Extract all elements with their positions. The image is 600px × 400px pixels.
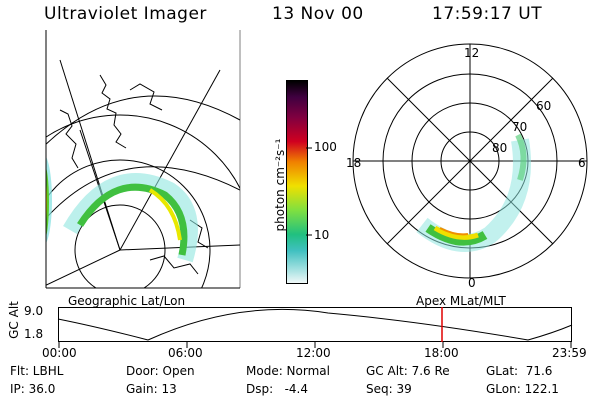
polar-mlt-plot [352, 43, 588, 279]
seq-info: Seq: 39 [366, 382, 412, 396]
altitude-timeline [57, 307, 573, 342]
color-scale-bar [286, 80, 308, 284]
mlt-label-12: 12 [464, 46, 480, 60]
instrument-title: Ultraviolet Imager [44, 4, 207, 24]
colorbar-tick-10: 10 [314, 228, 330, 242]
geographic-map [45, 30, 241, 289]
y-tick-1-8: 1.8 [24, 327, 44, 341]
gain-info: Gain: 13 [126, 382, 177, 396]
colorbar-tick-100: 100 [314, 140, 337, 154]
glon-info: GLon: 122.1 [486, 382, 559, 396]
glat-info: GLat: 71.6 [486, 364, 553, 378]
door-info: Door: Open [126, 364, 195, 378]
x-tick-0600: 06:00 [168, 346, 203, 360]
y-tick-9: 9.0 [24, 304, 44, 318]
mode-info: Mode: Normal [246, 364, 330, 378]
time-label: 17:59:17 UT [432, 4, 543, 24]
x-tick-1800: 18:00 [424, 346, 459, 360]
ip-info: IP: 36.0 [10, 382, 56, 396]
mlat-label-80: 80 [492, 141, 508, 155]
timeline-ticks [58, 342, 572, 348]
colorbar-ticks [306, 147, 312, 236]
mlat-label-70: 70 [512, 120, 528, 134]
dsp-info: Dsp: -4.4 [246, 382, 309, 396]
x-tick-1200: 12:00 [296, 346, 331, 360]
gc-alt-axis-label: GC Alt [7, 301, 21, 339]
mlt-label-0: 0 [468, 276, 476, 290]
x-tick-0000: 00:00 [42, 346, 77, 360]
geographic-title: Geographic Lat/Lon [68, 294, 186, 308]
x-tick-2359: 23:59 [552, 346, 587, 360]
gc-alt-info: GC Alt: 7.6 Re [366, 364, 450, 378]
filter-info: Flt: LBHL [10, 364, 64, 378]
mlt-label-6: 6 [578, 156, 586, 170]
apex-title: Apex MLat/MLT [416, 294, 506, 308]
date-label: 13 Nov 00 [272, 4, 364, 24]
colorbar-unit-label: photon cm⁻²s⁻¹ [273, 138, 287, 232]
mlat-label-60: 60 [536, 99, 552, 113]
mlt-label-18: 18 [346, 156, 362, 170]
